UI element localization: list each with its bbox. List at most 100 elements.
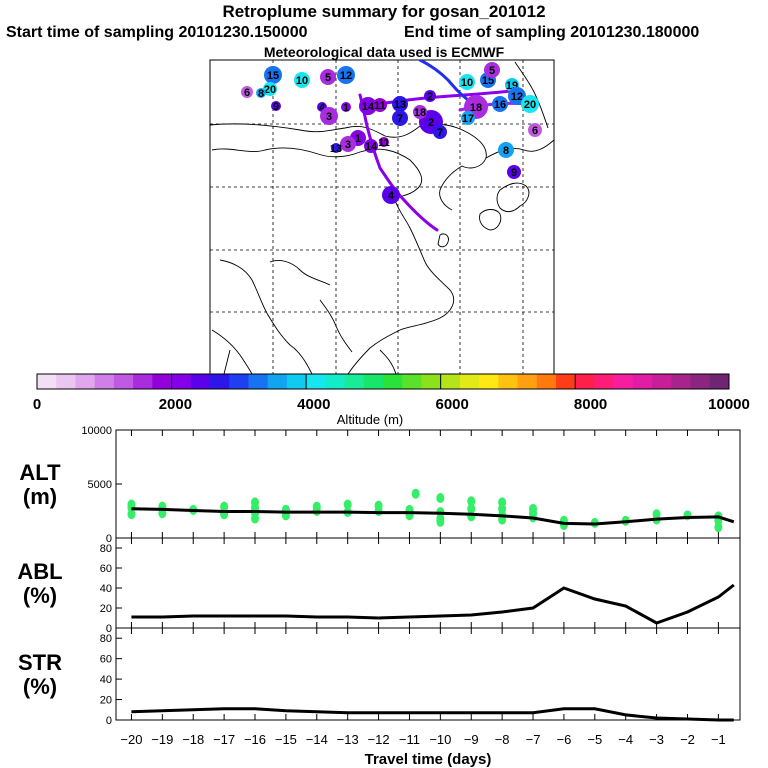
colorbar-cells [37,374,730,389]
x-tick-label: −1 [711,732,726,747]
x-tick-label: −15 [275,732,297,747]
map-cluster-marker: 11 [378,137,390,149]
map-cluster-marker: 20 [263,82,277,96]
map-cluster-label: 7 [437,127,443,139]
colorbar-title: Altitude (m) [337,412,403,427]
map-cluster-label: 5 [325,72,331,84]
map-cluster-label: 12 [340,70,352,82]
alt-scatter-point [467,503,476,514]
colorbar-cell [421,374,442,389]
map-frame [209,59,555,375]
x-tick-label: −6 [557,732,572,747]
colorbar-cell [517,374,538,389]
alt-scatter-point [127,509,136,520]
map-cluster-marker: 5 [484,62,500,78]
map-cluster-circle [341,102,351,112]
colorbar-tick-label: 10000 [708,396,750,413]
map-cluster-label: 14 [362,101,375,113]
map-cluster-circle [382,186,400,204]
panel-frame [115,627,741,721]
colorbar-cell [556,374,576,389]
colorbar-cell [440,374,461,389]
map-cluster-label: 7 [397,113,403,125]
alt-scatter-point [436,516,445,527]
map-cluster-label: 11 [374,100,386,112]
map-cluster-circle [331,143,341,153]
x-tick-label: −3 [649,732,664,747]
map-cluster-marker: 2 [424,90,436,103]
panel-unit: (m) [23,484,57,509]
colorbar-cell [652,374,672,389]
colorbar-cell [479,374,499,389]
map-cluster-marker: 3 [340,136,356,152]
colorbar-cell [344,374,365,389]
start-time-label: Start time of sampling 20101230.150000 [6,24,308,41]
panel-frame [115,429,741,539]
map-cluster-circle [528,123,542,137]
map-cluster-label: 10 [461,77,473,89]
map-cluster-label: 3 [345,139,351,151]
colorbar-cell [690,374,711,389]
colorbar-cell [210,374,230,389]
colorbar-cell [133,374,153,389]
x-tick-label: −7 [526,732,541,747]
map-cluster-circle [256,88,266,98]
x-tick-label: −17 [213,732,235,747]
map-cluster-marker: 7 [392,110,408,126]
map-cluster-marker: 10 [459,74,475,90]
alt-scatter-point [529,508,538,519]
map-cluster-circle [271,101,281,111]
alt-scatter-point [411,488,420,499]
map-cluster-label: 20 [524,99,536,111]
map-cluster-label: 15 [482,75,494,87]
series-line [131,707,734,722]
panel-label: ALT [19,460,61,485]
map-cluster-marker: 6 [241,86,253,99]
panel-unit: (%) [23,674,57,699]
y-tick-label: 20 [100,695,112,707]
colorbar-cell [402,374,422,389]
x-tick-label: −20 [120,732,142,747]
x-tick-label: −5 [587,732,602,747]
map-cluster-circle [320,69,336,85]
map-cluster-label: 10 [296,75,308,87]
x-axis-title: Travel time (days) [365,751,492,768]
map-cluster-label: 4 [319,102,326,114]
map-cluster-marker: 9 [271,101,281,113]
met-data-label: Meteorological data used is ECMWF [263,44,505,60]
colorbar-frame [36,373,730,390]
panel-unit: (%) [23,583,57,608]
x-tick-label: −16 [244,732,266,747]
colorbar-tick-label: 0 [33,396,41,413]
map-cluster-label: 17 [462,113,474,125]
x-tick-label: −18 [182,732,204,747]
map-cluster-marker: 1 [341,102,351,114]
map-cluster-marker: 5 [320,69,336,85]
map-cluster-circle [340,136,356,152]
x-tick-label: −9 [464,732,479,747]
alt-scatter-point [251,497,260,508]
map-cluster-label: 1 [355,133,361,145]
map-cluster-marker: 12 [337,66,355,84]
map-graticule [210,60,554,374]
panel-abl: 80 60 40 20 0 ABL(%) [17,537,741,635]
map-cluster-marker: 12 [508,87,526,105]
map-cluster-circle [359,97,377,115]
colorbar-cell [306,374,326,389]
y-tick-label: 0 [106,623,112,635]
map-cluster-marker: 8 [256,88,266,100]
alt-scatter-point [312,501,321,512]
map-cluster-label: 14 [365,141,378,153]
map-cluster-label: 12 [511,91,523,103]
colorbar-cell [229,374,249,389]
map-cluster-marker: 16 [492,96,508,112]
map-cluster-marker: 6 [528,123,542,137]
colorbar-cell [459,374,480,389]
y-tick-label: 40 [100,583,112,595]
colorbar-cell [575,374,595,389]
map-cluster-circle [364,139,378,153]
colorbar-cell [383,374,403,389]
map-cluster-label: 13 [394,99,406,111]
map-cluster-label: 18 [470,102,482,114]
